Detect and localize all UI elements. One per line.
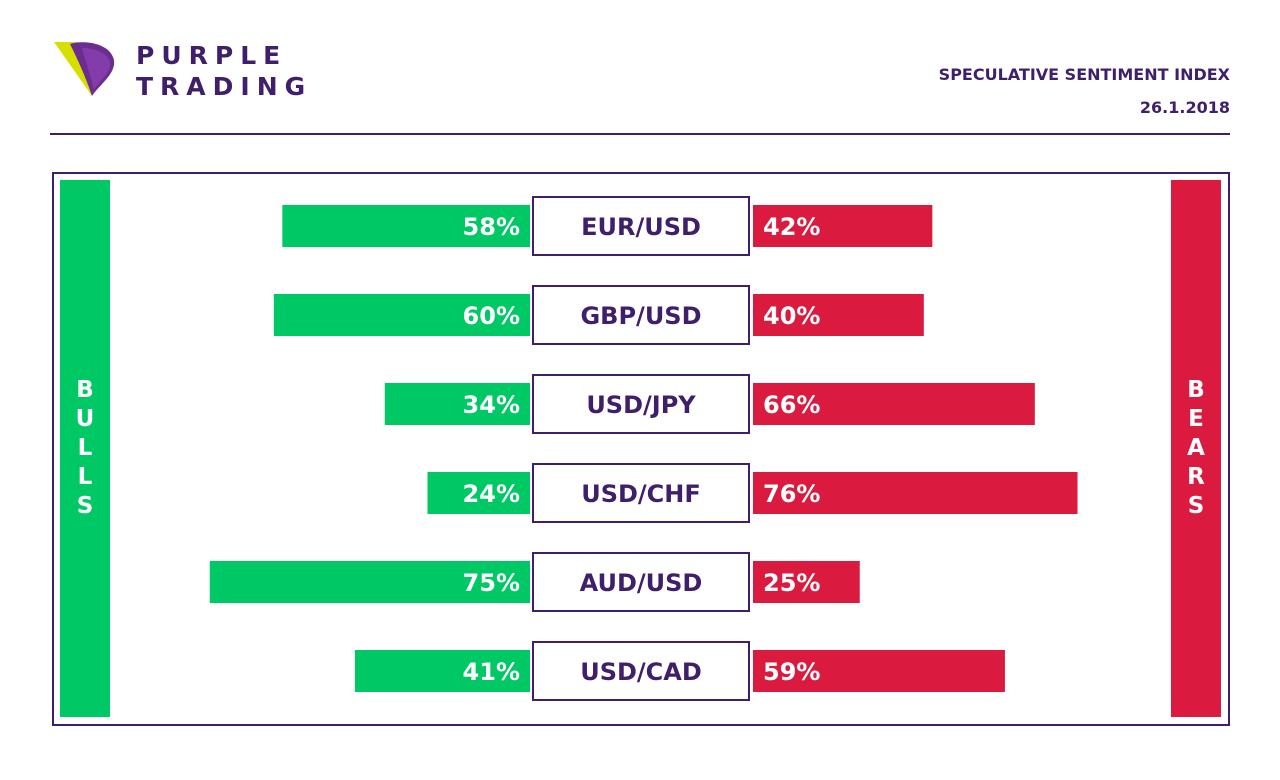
- bear-value-label: 76%: [763, 480, 820, 508]
- pair-label: GBP/USD: [580, 302, 701, 330]
- pair-label: USD/JPY: [586, 391, 696, 419]
- pair-label-box: [532, 552, 750, 612]
- bulls-label-letter: L: [77, 464, 93, 490]
- brand-line-1: PURPLE: [136, 41, 288, 70]
- bears-label-letter: A: [1187, 435, 1205, 461]
- bear-value-label: 59%: [763, 658, 820, 686]
- bull-value-label: 60%: [463, 302, 520, 330]
- bear-bar: [753, 472, 1078, 514]
- bear-bar: [753, 294, 924, 336]
- bear-value-label: 40%: [763, 302, 820, 330]
- brand-logo-text: PURPLE TRADING: [136, 40, 312, 102]
- pair-label: USD/CHF: [581, 480, 701, 508]
- bear-bar: [753, 205, 933, 247]
- pair-label-box: [532, 641, 750, 701]
- bull-value-label: 34%: [463, 391, 520, 419]
- bull-bar: [209, 561, 530, 603]
- pair-label-box: [532, 463, 750, 523]
- bear-value-label: 25%: [763, 569, 820, 597]
- bull-bar: [384, 383, 530, 425]
- page-title: SPECULATIVE SENTIMENT INDEX: [938, 65, 1230, 84]
- chart-frame: [52, 172, 1230, 726]
- bear-value-label: 66%: [763, 391, 820, 419]
- pair-label-box: [532, 196, 750, 256]
- bulls-label-letter: L: [77, 435, 93, 461]
- pair-label-box: [532, 374, 750, 434]
- bull-bar: [354, 650, 530, 692]
- bear-bar: [753, 561, 860, 603]
- bull-value-label: 41%: [463, 658, 520, 686]
- header: PURPLE TRADING SPECULATIVE SENTIMENT IND…: [0, 0, 1280, 140]
- bulls-label-letter: S: [76, 493, 94, 519]
- bears-label-letter: B: [1187, 377, 1205, 403]
- bull-value-label: 58%: [463, 213, 520, 241]
- bear-bar: [753, 383, 1035, 425]
- bears-label-letter: S: [1187, 493, 1205, 519]
- bull-bar: [282, 205, 530, 247]
- title-block: SPECULATIVE SENTIMENT INDEX 26.1.2018: [939, 58, 1230, 124]
- brand-line-2: TRADING: [136, 72, 313, 101]
- pair-label: AUD/USD: [580, 569, 703, 597]
- pair-label-box: [532, 285, 750, 345]
- purple-trading-logo-icon: [54, 42, 115, 96]
- pair-label: USD/CAD: [580, 658, 702, 686]
- bear-bar: [753, 650, 1005, 692]
- pair-label: EUR/USD: [581, 213, 701, 241]
- bulls-label-letter: U: [75, 406, 95, 432]
- bulls-label-letter: B: [76, 377, 94, 403]
- bears-label-letter: R: [1187, 464, 1205, 490]
- bull-bar: [273, 294, 530, 336]
- page-date: 26.1.2018: [1139, 98, 1230, 117]
- bull-bar: [427, 472, 530, 514]
- bear-value-label: 42%: [763, 213, 820, 241]
- header-divider: [50, 133, 1230, 135]
- bull-value-label: 75%: [463, 569, 520, 597]
- bears-label-letter: E: [1188, 406, 1204, 432]
- bull-value-label: 24%: [463, 480, 520, 508]
